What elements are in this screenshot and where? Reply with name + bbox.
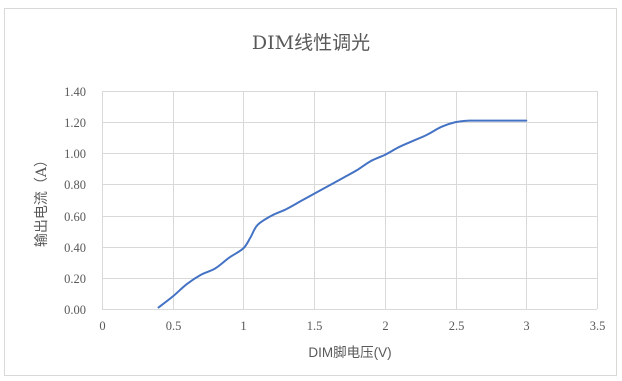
- gridlines: [102, 91, 598, 310]
- data-point: [412, 139, 415, 142]
- y-tick-label: 0.80: [64, 178, 86, 192]
- y-tick-label: 0.00: [64, 303, 86, 317]
- x-tick-label: 3.5: [590, 319, 606, 333]
- data-point: [482, 119, 485, 122]
- x-tick-label: 0.5: [166, 319, 182, 333]
- data-point: [369, 160, 372, 163]
- data-point: [185, 283, 188, 286]
- x-tick-label: 3: [523, 319, 529, 333]
- series: [157, 119, 528, 309]
- data-point: [214, 267, 217, 270]
- x-axis-title: DIM脚电压(V): [308, 345, 391, 360]
- y-tick-label: 0.40: [64, 241, 86, 255]
- data-point: [228, 256, 231, 259]
- chart-frame: [4, 8, 617, 376]
- data-point: [171, 295, 174, 298]
- x-tick-label: 1.5: [307, 319, 323, 333]
- data-point: [256, 223, 259, 226]
- data-point: [341, 177, 344, 180]
- x-tick-label: 2.5: [449, 319, 465, 333]
- data-point: [383, 153, 386, 156]
- data-point: [200, 273, 203, 276]
- data-point: [426, 133, 429, 136]
- data-point: [299, 200, 302, 203]
- y-tick-label: 1.00: [64, 147, 86, 161]
- data-point: [454, 121, 457, 124]
- chart-title: DIM线性调光: [252, 32, 370, 54]
- data-point: [440, 125, 443, 128]
- data-point: [497, 119, 500, 122]
- data-point: [511, 119, 514, 122]
- data-point: [398, 146, 401, 149]
- x-tick-labels: 0 0.5 1 1.5 2 2.5 3 3.5: [99, 319, 605, 333]
- y-tick-label: 0.60: [64, 210, 86, 224]
- y-axis-title: 输出电流（A）: [34, 153, 50, 247]
- series-line: [157, 119, 528, 309]
- data-point: [249, 236, 252, 239]
- x-tick-label: 2: [382, 319, 388, 333]
- data-point: [242, 247, 245, 250]
- data-point: [327, 184, 330, 187]
- x-tick-label: 1: [240, 319, 246, 333]
- y-tick-labels: 0.00 0.20 0.40 0.60 0.80 1.00 1.20 1.40: [64, 85, 86, 317]
- data-point: [468, 119, 471, 122]
- y-tick-label: 1.40: [64, 85, 86, 99]
- y-tick-label: 0.20: [64, 272, 86, 286]
- data-point: [525, 119, 528, 122]
- x-tick-label: 0: [99, 319, 105, 333]
- data-point: [157, 306, 160, 309]
- y-tick-label: 1.20: [64, 116, 86, 130]
- data-point: [284, 208, 287, 211]
- data-point: [270, 214, 273, 217]
- data-point: [355, 169, 358, 172]
- data-point: [313, 192, 316, 195]
